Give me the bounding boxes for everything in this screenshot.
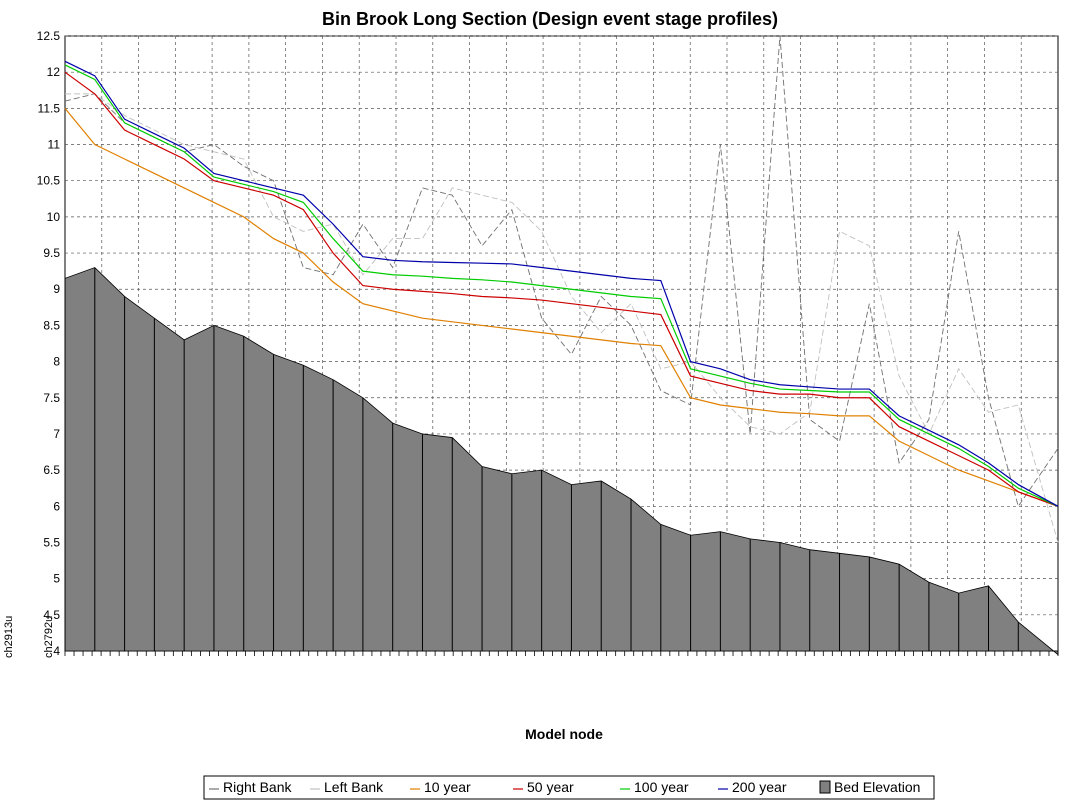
y-tick-label: 4.5	[43, 608, 60, 622]
series-line-100-year	[64, 64, 1059, 507]
y-axis-ticks: 4 4.5 5 5.5 6 6.5 7 7.5 8 8.5 9 9.5 10 10.5 11 11.5 12 12…	[37, 29, 61, 658]
y-tick-label: 5.5	[43, 535, 60, 549]
series-line-50-year	[64, 71, 1059, 507]
y-tick-label: 9	[53, 282, 60, 296]
y-tick-label: 5	[53, 572, 60, 586]
legend-label-50-year: 50 year	[527, 779, 574, 795]
y-tick-label: 8.5	[43, 318, 60, 332]
y-tick-label: 11.5	[38, 101, 61, 115]
y-tick-label: 8	[53, 355, 60, 369]
plot-area: 4 4.5 5 5.5 6 6.5 7 7.5 8 8.5 9 9.5 10 10.5 11 11.5 12 12…	[37, 29, 1059, 658]
y-tick-label: 7.5	[43, 391, 60, 405]
y-tick-label: 10.5	[37, 174, 61, 188]
y-tick-label: 12	[47, 65, 61, 79]
series-lines	[64, 35, 1059, 543]
legend-label-200-year: 200 year	[732, 779, 787, 795]
y-tick-label: 7	[53, 427, 60, 441]
series-line-right-bank	[64, 35, 1059, 508]
x-axis-ticks	[64, 651, 1059, 656]
x-axis-label: Model node	[525, 726, 603, 742]
bed-elevation-area	[64, 267, 1059, 656]
series-line-200-year	[64, 60, 1059, 507]
y-tick-label: 10	[47, 210, 61, 224]
legend-label-10-year: 10 year	[424, 779, 471, 795]
legend-label-right-bank: Right Bank	[223, 779, 292, 795]
y-tick-label: 9.5	[43, 246, 60, 260]
legend-label-100-year: 100 year	[634, 779, 689, 795]
legend-swatch-bed-elevation	[819, 780, 831, 794]
y-tick-label: 11	[48, 138, 61, 152]
y-tick-label: 6	[53, 499, 60, 513]
legend-frame	[203, 775, 935, 800]
legend-label-bed-elevation: Bed Elevation	[834, 779, 920, 795]
legend: Right Bank Left Bank 10 year 50 year 100 yea…	[203, 775, 935, 800]
legend-label-left-bank: Left Bank	[324, 779, 384, 795]
series-line-10-year	[64, 107, 1059, 507]
chart-title: Bin Brook Long Section (Design event sta…	[322, 9, 778, 29]
y-tick-label: 12.5	[37, 29, 61, 43]
side-label-ch2913u: ch2913u	[3, 616, 15, 658]
y-tick-label: 6.5	[43, 463, 60, 477]
side-label-ch2792u: ch2792u	[43, 616, 55, 658]
y-tick-label: 4	[53, 644, 60, 658]
